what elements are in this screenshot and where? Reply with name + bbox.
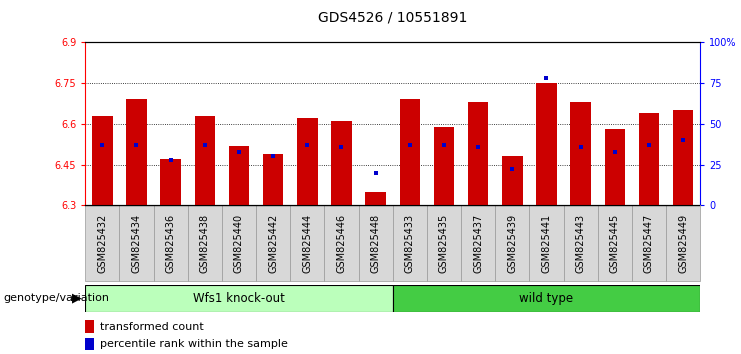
Point: [643, 142, 655, 148]
Bar: [160, 159, 181, 205]
Point: [96, 142, 108, 148]
Bar: [229, 145, 249, 205]
Bar: [639, 113, 659, 205]
Bar: [126, 99, 147, 205]
Text: GSM825436: GSM825436: [166, 214, 176, 273]
Point: [438, 142, 450, 148]
Text: GSM825441: GSM825441: [542, 214, 551, 273]
Bar: [92, 116, 113, 205]
Point: [199, 142, 210, 148]
Bar: [325, 205, 359, 281]
Point: [575, 144, 587, 149]
Bar: [331, 121, 352, 205]
Text: GSM825439: GSM825439: [508, 214, 517, 273]
Point: [404, 142, 416, 148]
Point: [268, 154, 279, 159]
Bar: [290, 205, 325, 281]
Bar: [666, 205, 700, 281]
Bar: [195, 116, 215, 205]
Bar: [605, 129, 625, 205]
Text: wild type: wild type: [519, 292, 574, 305]
Text: GSM825435: GSM825435: [439, 214, 449, 273]
Bar: [571, 102, 591, 205]
Bar: [153, 205, 187, 281]
Bar: [468, 102, 488, 205]
Bar: [187, 205, 222, 281]
Text: GSM825448: GSM825448: [370, 214, 381, 273]
Text: GDS4526 / 10551891: GDS4526 / 10551891: [318, 11, 468, 25]
Bar: [256, 205, 290, 281]
Bar: [564, 205, 598, 281]
Text: Wfs1 knock-out: Wfs1 knock-out: [193, 292, 285, 305]
Bar: [461, 205, 495, 281]
Text: GSM825437: GSM825437: [473, 214, 483, 273]
Bar: [359, 205, 393, 281]
Text: GSM825449: GSM825449: [678, 214, 688, 273]
Bar: [673, 110, 694, 205]
Bar: [495, 205, 529, 281]
Bar: [85, 285, 393, 312]
Point: [677, 137, 689, 143]
Bar: [119, 205, 153, 281]
Text: GSM825444: GSM825444: [302, 214, 312, 273]
Bar: [222, 205, 256, 281]
Text: ▶: ▶: [72, 292, 82, 305]
Text: GSM825446: GSM825446: [336, 214, 347, 273]
Text: GSM825438: GSM825438: [200, 214, 210, 273]
Bar: [632, 205, 666, 281]
Text: percentile rank within the sample: percentile rank within the sample: [100, 339, 288, 349]
Text: GSM825445: GSM825445: [610, 214, 619, 273]
Bar: [263, 154, 283, 205]
Point: [370, 170, 382, 176]
Text: GSM825432: GSM825432: [97, 214, 107, 273]
Bar: [598, 205, 632, 281]
Bar: [536, 83, 556, 205]
Bar: [85, 338, 95, 350]
Point: [336, 144, 348, 149]
Point: [472, 144, 484, 149]
Bar: [297, 119, 318, 205]
Text: GSM825442: GSM825442: [268, 214, 278, 273]
Text: GSM825433: GSM825433: [405, 214, 415, 273]
Text: transformed count: transformed count: [100, 322, 204, 332]
Point: [609, 149, 621, 154]
Bar: [393, 205, 427, 281]
Point: [233, 149, 245, 154]
Bar: [427, 205, 461, 281]
Point: [506, 167, 518, 172]
Bar: [399, 99, 420, 205]
Bar: [85, 320, 95, 333]
Bar: [85, 205, 119, 281]
Bar: [365, 192, 386, 205]
Point: [302, 142, 313, 148]
Text: GSM825434: GSM825434: [131, 214, 142, 273]
Text: genotype/variation: genotype/variation: [4, 293, 110, 303]
Point: [540, 75, 552, 81]
Bar: [433, 127, 454, 205]
Text: GSM825443: GSM825443: [576, 214, 585, 273]
Point: [165, 157, 176, 162]
Point: [130, 142, 142, 148]
Text: GSM825440: GSM825440: [234, 214, 244, 273]
Bar: [529, 205, 564, 281]
Text: GSM825447: GSM825447: [644, 214, 654, 273]
Bar: [502, 156, 522, 205]
Bar: [393, 285, 700, 312]
